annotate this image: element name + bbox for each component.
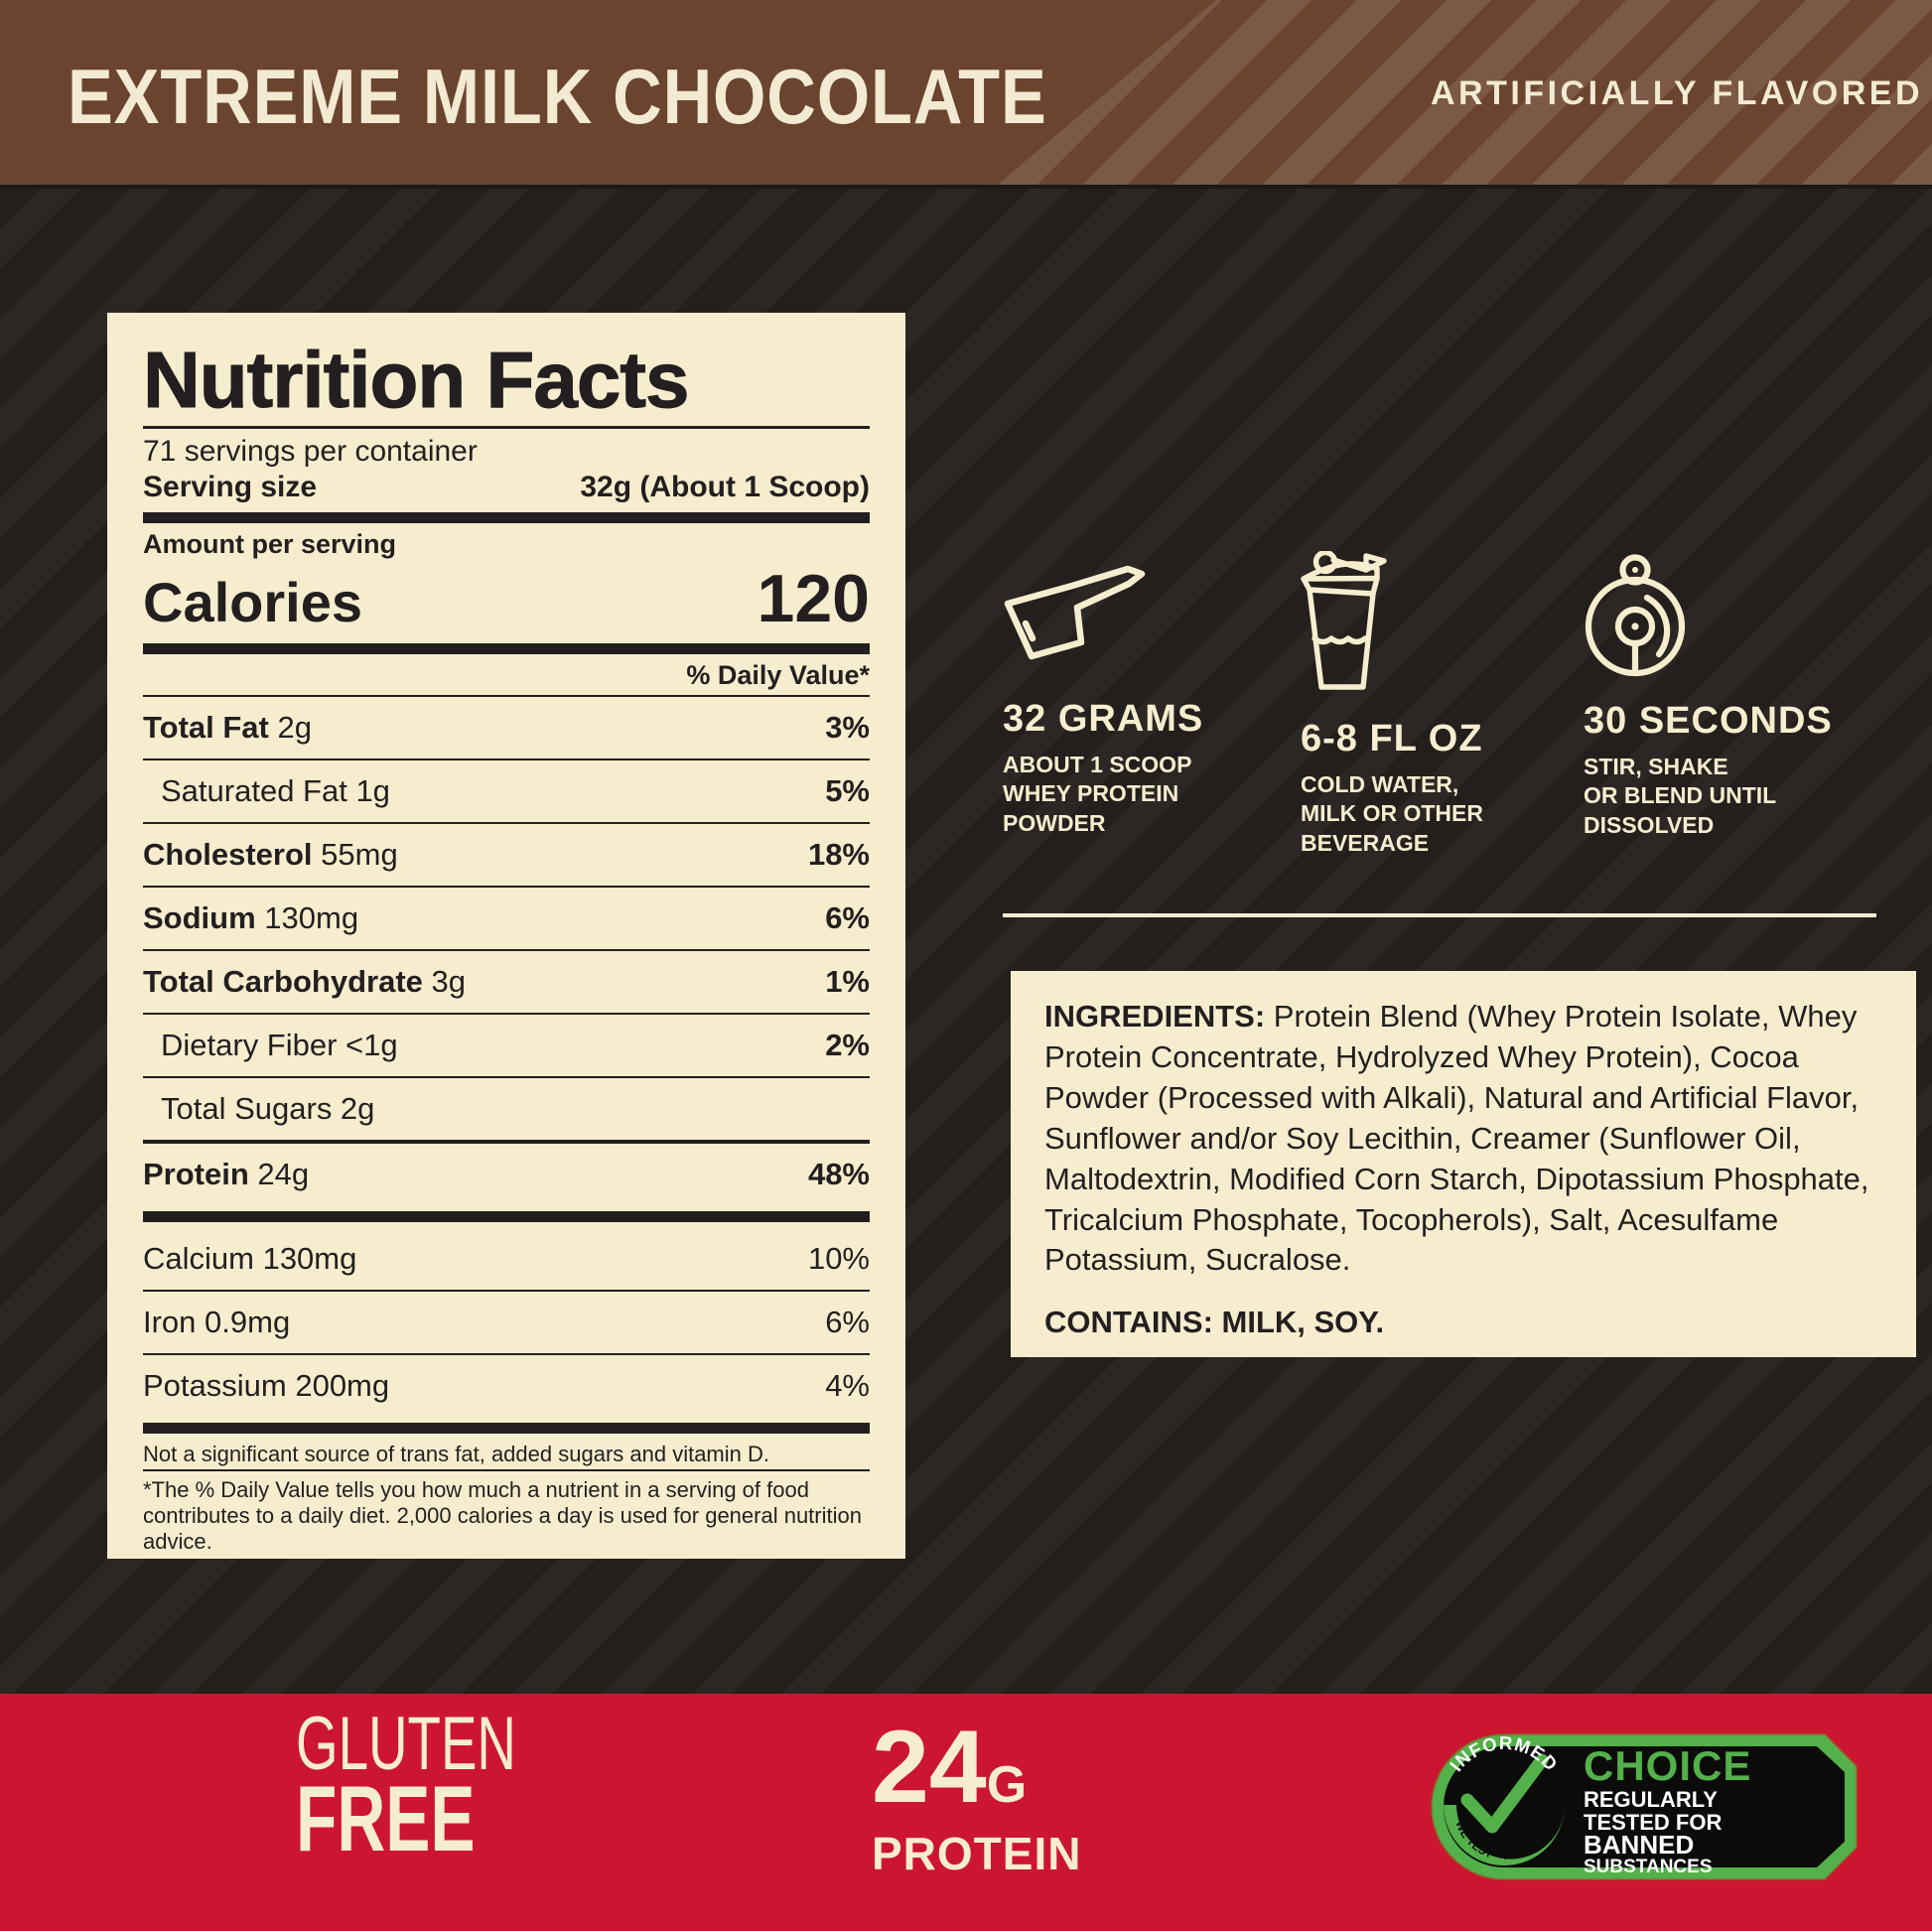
- svg-text:REGULARLY: REGULARLY: [1584, 1787, 1718, 1812]
- svg-text:SUBSTANCES: SUBSTANCES: [1584, 1857, 1713, 1877]
- svg-text:BANNED: BANNED: [1584, 1830, 1694, 1860]
- svg-text:CHOICE: CHOICE: [1584, 1742, 1751, 1789]
